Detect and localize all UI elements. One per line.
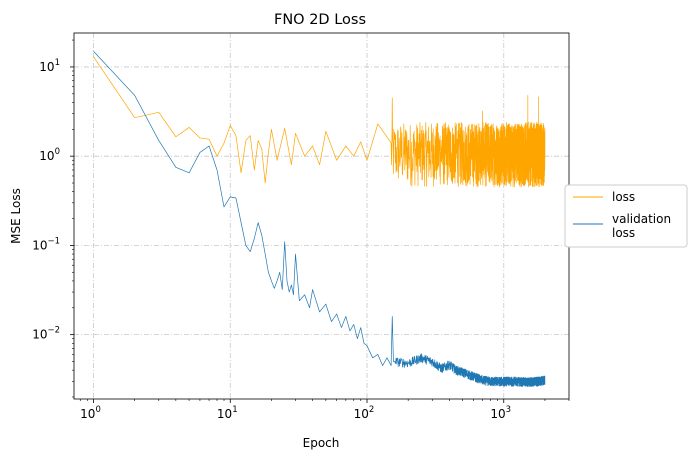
y-tick-label-2: 100 <box>39 147 60 163</box>
y-tick-label-1: 10−1 <box>32 236 60 252</box>
series-line-0 <box>93 56 546 188</box>
x-axis-label: Epoch <box>303 436 340 450</box>
x-tick-label-0: 100 <box>80 405 101 421</box>
legend-label-0: loss <box>612 190 635 204</box>
x-tick-label-3: 103 <box>490 405 511 421</box>
series-lines <box>93 50 546 388</box>
chart-title: FNO 2D Loss <box>274 12 366 28</box>
axis-ticks: 100 101 102 103 10−2 10−1 100 101 <box>32 39 570 421</box>
y-tick-label-3: 101 <box>39 58 60 74</box>
series-line-1 <box>93 50 546 388</box>
y-axis-label: MSE Loss <box>9 188 23 244</box>
y-tick-label-0: 10−2 <box>32 326 60 342</box>
legend: loss validation loss <box>564 184 688 248</box>
legend-label-1: validation loss <box>612 212 671 240</box>
x-tick-label-2: 102 <box>354 405 375 421</box>
legend-box <box>564 184 688 248</box>
x-tick-label-1: 101 <box>217 405 238 421</box>
